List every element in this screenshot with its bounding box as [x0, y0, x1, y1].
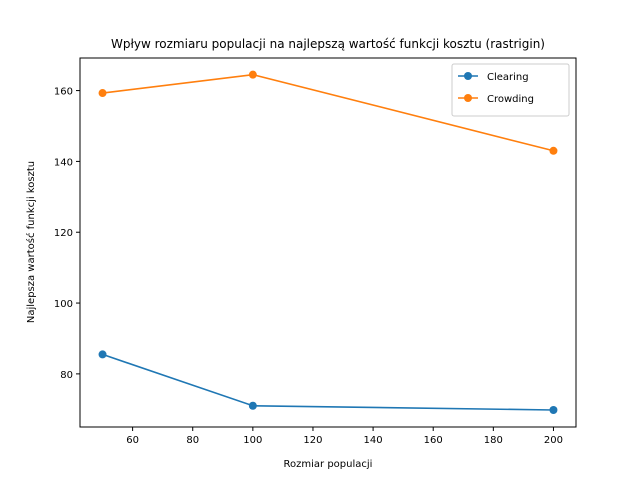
- legend-box: [451, 63, 570, 117]
- y-tick-label: 160: [54, 87, 73, 98]
- x-tick-label: 80: [186, 435, 199, 446]
- y-axis-label: Najlepsza wartość funkcji kosztu: [25, 161, 37, 323]
- plot-area: [79, 57, 577, 428]
- y-tick-label: 80: [60, 370, 73, 381]
- y-tick-label: 100: [54, 299, 73, 310]
- x-tick-label: 200: [544, 435, 563, 446]
- x-axis-ticks: 60 80 100 120 140 160 180 200: [126, 427, 563, 446]
- x-tick-label: 140: [364, 435, 383, 446]
- x-tick-label: 60: [126, 435, 139, 446]
- data-point-clearing: [98, 350, 107, 359]
- plot-frame: [79, 57, 577, 428]
- legend-marker-crowding: [464, 94, 472, 102]
- y-axis-ticks: 80 100 120 140 160: [54, 87, 80, 381]
- data-point-clearing: [549, 406, 558, 415]
- data-point-crowding: [98, 89, 107, 98]
- data-point-crowding: [549, 146, 558, 155]
- legend: Clearing Crowding: [451, 63, 570, 117]
- chart-title: Wpływ rozmiaru populacji na najlepszą wa…: [111, 37, 545, 51]
- y-tick-label: 140: [54, 157, 73, 168]
- x-tick-label: 160: [424, 435, 443, 446]
- x-tick-label: 180: [484, 435, 503, 446]
- data-point-crowding: [248, 70, 257, 79]
- legend-marker-clearing: [464, 72, 472, 80]
- x-tick-label: 120: [303, 435, 322, 446]
- data-point-clearing: [248, 401, 257, 410]
- series-layer: [98, 70, 558, 415]
- legend-label-crowding: Crowding: [487, 94, 534, 105]
- x-tick-label: 100: [243, 435, 262, 446]
- y-tick-label: 120: [54, 228, 73, 239]
- legend-label-clearing: Clearing: [487, 72, 529, 83]
- x-axis-label: Rozmiar populacji: [284, 459, 373, 470]
